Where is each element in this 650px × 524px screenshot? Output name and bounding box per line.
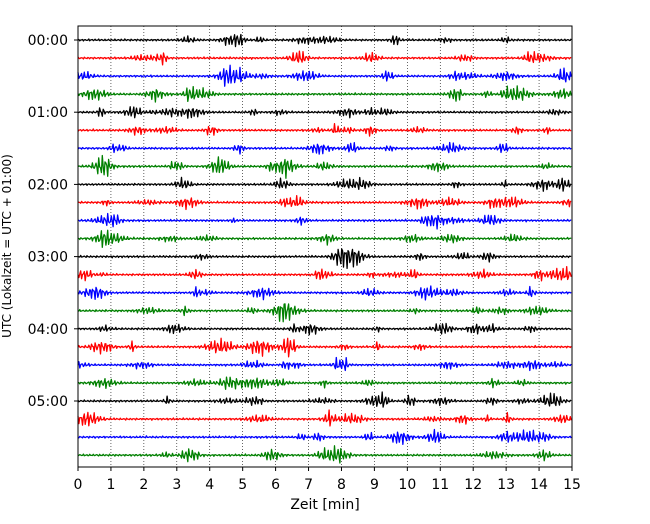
y-axis-ticks: 00:00 01:00 02:00 03:00 04:00 05:00: [28, 33, 78, 410]
x-axis-ticks: 0 1 2 3 4 5 6 7 8 9 10 11 12 13 14 15: [74, 467, 581, 493]
seismic-trace-4: [77, 85, 572, 103]
seismic-trace-11: [77, 212, 572, 230]
seismic-trace-14: [77, 266, 572, 282]
y-tick-label: 02:00: [28, 177, 68, 193]
x-tick-label: 13: [497, 477, 515, 493]
seismic-trace-17: [77, 322, 572, 336]
seismic-trace-12: [77, 229, 572, 248]
x-tick-label: 10: [398, 477, 416, 493]
y-axis-label: UTC (Lokalzeit = UTC + 01:00): [0, 154, 14, 338]
x-tick-label: 0: [74, 477, 83, 493]
seismic-trace-24: [77, 445, 572, 464]
seismic-trace-15: [77, 285, 572, 301]
seismic-trace-9: [77, 176, 572, 192]
y-tick-label: 01:00: [28, 105, 68, 121]
seismic-trace-6: [77, 123, 572, 137]
seismic-trace-3: [77, 64, 572, 87]
x-tick-label: 7: [304, 477, 313, 493]
seismic-trace-7: [77, 141, 572, 155]
seismic-trace-19: [77, 356, 572, 372]
x-tick-label: 3: [172, 477, 181, 493]
seismic-trace-13: [77, 248, 572, 270]
y-tick-label: 03:00: [28, 250, 68, 266]
x-tick-label: 9: [370, 477, 379, 493]
seismic-trace-22: [77, 409, 572, 427]
x-tick-label: 14: [530, 477, 548, 493]
x-tick-label: 12: [464, 477, 482, 493]
x-tick-label: 5: [238, 477, 247, 493]
seismic-trace-1: [77, 33, 572, 48]
x-axis-label: Zeit [min]: [290, 497, 359, 513]
y-tick-label: 05:00: [28, 394, 68, 410]
seismic-trace-20: [77, 376, 572, 390]
x-tick-label: 1: [106, 477, 115, 493]
seismic-trace-10: [77, 195, 572, 211]
seismic-trace-18: [77, 337, 572, 358]
seismic-trace-2: [77, 50, 572, 66]
x-tick-label: 2: [139, 477, 148, 493]
seismic-trace-16: [77, 303, 572, 323]
x-tick-label: 11: [431, 477, 449, 493]
seismic-trace-5: [77, 106, 572, 119]
x-tick-label: 6: [271, 477, 280, 493]
y-tick-label: 04:00: [28, 322, 68, 338]
x-tick-label: 15: [563, 477, 581, 493]
plot-area-frame: [77, 25, 573, 468]
x-tick-label: 8: [337, 477, 346, 493]
seismic-traces: [77, 33, 572, 464]
seismic-trace-8: [77, 154, 572, 179]
x-tick-label: 4: [205, 477, 214, 493]
y-tick-label: 00:00: [28, 33, 68, 49]
seismic-trace-23: [77, 428, 572, 446]
seismic-trace-21: [77, 391, 572, 408]
